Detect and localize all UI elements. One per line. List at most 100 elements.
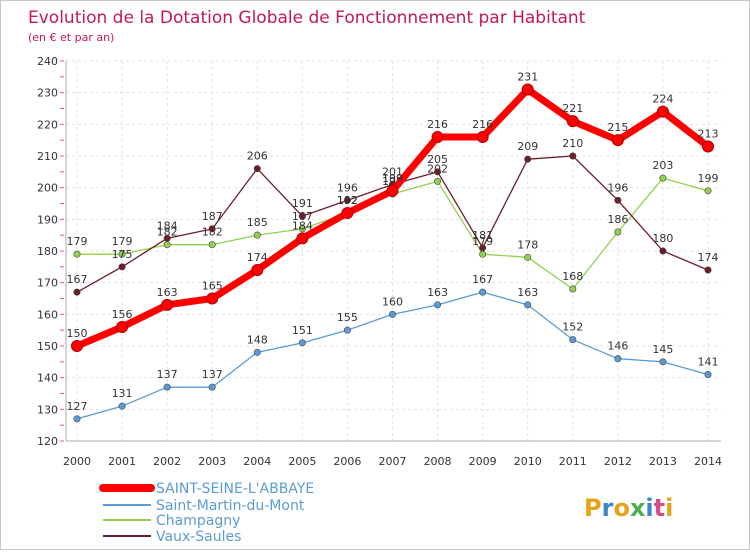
- data-point: [251, 264, 264, 276]
- data-point: [611, 134, 624, 147]
- data-point: [163, 241, 171, 249]
- data-point: [161, 298, 174, 311]
- data-label: 199: [698, 172, 719, 185]
- data-label: 174: [698, 251, 719, 264]
- data-label: 185: [247, 216, 268, 229]
- proxiti-logo: Proxiti: [584, 494, 673, 522]
- data-label: 137: [202, 368, 223, 381]
- logo-letter: i: [665, 494, 673, 522]
- data-label: 146: [607, 340, 628, 353]
- data-label: 206: [247, 150, 268, 163]
- data-point: [73, 288, 81, 296]
- data-point: [163, 383, 171, 391]
- data-label: 141: [698, 356, 719, 369]
- data-label: 181: [472, 229, 493, 242]
- data-label: 145: [652, 343, 673, 356]
- data-point: [431, 131, 444, 143]
- data-point: [206, 292, 219, 305]
- data-point: [434, 168, 442, 176]
- data-label: 205: [427, 153, 448, 166]
- data-point: [479, 250, 487, 258]
- data-label: 187: [202, 210, 223, 223]
- data-point: [208, 225, 216, 233]
- grid: [66, 60, 721, 442]
- chart-title: Evolution de la Dotation Globale de Fonc…: [28, 8, 586, 28]
- data-point: [524, 301, 532, 309]
- data-label: 191: [292, 197, 313, 210]
- legend: SAINT-SEINE-L'ABBAYESaint-Martin-du-Mont…: [99, 481, 314, 545]
- data-label: 167: [472, 273, 493, 286]
- data-point: [298, 212, 306, 220]
- data-label: 184: [292, 219, 313, 232]
- x-tick-label: 2013: [649, 455, 677, 468]
- x-tick-label: 2006: [333, 455, 361, 468]
- data-point: [702, 140, 714, 153]
- data-label: 163: [157, 286, 178, 299]
- data-point: [659, 358, 667, 366]
- x-tick-label: 2001: [108, 455, 136, 468]
- data-point: [476, 131, 489, 143]
- data-label: 178: [517, 238, 538, 251]
- data-label: 150: [67, 327, 88, 340]
- data-point: [253, 348, 261, 356]
- y-tick-label: 210: [37, 150, 58, 163]
- data-point: [704, 266, 712, 274]
- data-label: 216: [427, 118, 448, 131]
- data-point: [569, 336, 577, 344]
- legend-label: Vaux-Saules: [156, 529, 241, 545]
- data-label: 209: [517, 140, 538, 153]
- data-label: 216: [472, 118, 493, 131]
- series-2: 1791791821821851871921982021791781681862…: [67, 159, 719, 293]
- data-label: 199: [382, 172, 403, 185]
- data-point: [566, 115, 579, 128]
- logo-letter: P: [584, 494, 602, 522]
- data-point: [386, 184, 399, 197]
- data-point: [298, 339, 306, 347]
- data-point: [118, 263, 126, 271]
- logo-letter: x: [630, 494, 646, 522]
- y-tick-label: 240: [37, 55, 58, 68]
- data-point: [614, 196, 622, 204]
- x-tick-label: 2000: [63, 455, 91, 468]
- data-point: [704, 187, 712, 195]
- data-label: 165: [202, 280, 223, 293]
- data-point: [659, 247, 667, 255]
- legend-label: Champagny: [156, 513, 240, 529]
- y-tick-label: 170: [37, 277, 58, 290]
- data-label: 203: [652, 159, 673, 172]
- data-label: 168: [562, 270, 583, 283]
- data-label: 215: [607, 121, 628, 134]
- data-point: [253, 231, 261, 239]
- y-tick-label: 180: [37, 245, 58, 258]
- data-point: [434, 301, 442, 309]
- data-label: 179: [112, 235, 133, 248]
- data-label: 167: [67, 273, 88, 286]
- data-point: [208, 241, 216, 249]
- chart-subtitle: (en € et par an): [28, 31, 114, 44]
- data-label: 156: [112, 308, 133, 321]
- x-tick-label: 2008: [424, 455, 452, 468]
- data-point: [479, 244, 487, 252]
- data-point: [118, 250, 126, 258]
- data-label: 196: [337, 181, 358, 194]
- y-tick-label: 220: [37, 118, 58, 131]
- data-label: 152: [562, 321, 583, 334]
- proxiti-logo-text: Proxiti: [584, 494, 673, 522]
- data-point: [118, 402, 126, 410]
- data-label: 221: [562, 102, 583, 115]
- data-label: 231: [517, 71, 538, 84]
- data-point: [569, 285, 577, 293]
- y-tick-label: 120: [37, 435, 58, 448]
- data-label: 151: [292, 324, 313, 337]
- data-point: [71, 340, 83, 352]
- data-point: [298, 225, 306, 233]
- data-label: 137: [157, 368, 178, 381]
- data-point: [614, 355, 622, 363]
- data-point: [524, 155, 532, 163]
- data-point: [343, 326, 351, 334]
- data-label: 182: [157, 226, 178, 239]
- data-label: 160: [382, 295, 403, 308]
